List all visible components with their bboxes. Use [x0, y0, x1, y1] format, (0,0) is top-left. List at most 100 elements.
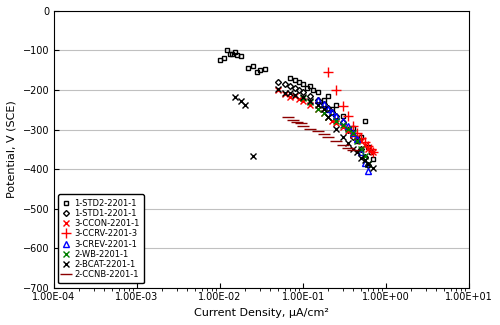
2-CCNB-2201-1 — [314, 129, 320, 133]
3-CCRV-2201-3 — [364, 144, 370, 148]
2-BCAT-2201-1 — [306, 99, 312, 103]
1-STD2-2201-1 — [226, 52, 232, 56]
1-STD1-2201-1 — [350, 136, 356, 139]
2-WB-2201-1 — [306, 100, 312, 104]
1-STD2-2201-1 — [44, 28, 50, 32]
2-CCNB-2201-1 — [290, 118, 296, 122]
1-STD1-2201-1 — [275, 80, 281, 84]
1-STD2-2201-1 — [306, 84, 312, 88]
2-BCAT-2201-1 — [358, 156, 364, 160]
2-CCNB-2201-1 — [340, 143, 345, 147]
2-WB-2201-1 — [322, 111, 328, 115]
3-CCRV-2201-3 — [333, 88, 339, 92]
3-CREV-2201-1 — [354, 137, 360, 141]
1-STD2-2201-1 — [364, 145, 370, 149]
3-CCRV-2201-3 — [370, 150, 376, 154]
3-CCON-2201-1 — [282, 92, 288, 96]
1-STD2-2201-1 — [262, 68, 268, 72]
3-CREV-2201-1 — [358, 150, 364, 154]
3-CREV-2201-1 — [340, 119, 345, 123]
2-BCAT-2201-1 — [292, 93, 298, 97]
3-CCRV-2201-3 — [325, 70, 331, 74]
2-WB-2201-1 — [325, 115, 331, 119]
1-STD1-2201-1 — [333, 114, 339, 118]
1-STD2-2201-1 — [43, 32, 49, 36]
3-CCON-2201-1 — [300, 99, 306, 103]
3-CCON-2201-1 — [362, 143, 368, 147]
2-BCAT-2201-1 — [238, 99, 244, 103]
1-STD2-2201-1 — [304, 86, 310, 90]
2-BCAT-2201-1 — [287, 91, 293, 95]
2-WB-2201-1 — [333, 119, 339, 123]
3-CREV-2201-1 — [322, 102, 328, 106]
3-CCON-2201-1 — [287, 95, 293, 99]
3-CREV-2201-1 — [314, 98, 320, 102]
2-CCNB-2201-1 — [322, 132, 328, 136]
1-STD1-2201-1 — [296, 88, 302, 92]
1-STD1-2201-1 — [32, 90, 38, 94]
3-CCON-2201-1 — [296, 97, 302, 101]
2-BCAT-2201-1 — [370, 166, 376, 170]
3-CREV-2201-1 — [364, 169, 370, 173]
1-STD2-2201-1 — [350, 125, 356, 129]
2-BCAT-2201-1 — [300, 95, 306, 99]
Line: 2-WB-2201-1: 2-WB-2201-1 — [29, 58, 371, 168]
2-WB-2201-1 — [32, 59, 38, 63]
1-STD2-2201-1 — [220, 57, 226, 60]
1-STD2-2201-1 — [358, 135, 364, 138]
Line: 2-BCAT-2201-1: 2-BCAT-2201-1 — [231, 86, 377, 172]
1-STD2-2201-1 — [354, 139, 360, 143]
2-WB-2201-1 — [30, 64, 36, 68]
1-STD2-2201-1 — [254, 70, 260, 74]
1-STD1-2201-1 — [38, 86, 44, 90]
3-CREV-2201-1 — [43, 50, 49, 54]
2-BCAT-2201-1 — [364, 162, 370, 166]
3-CREV-2201-1 — [328, 110, 334, 114]
1-STD1-2201-1 — [328, 110, 334, 114]
2-BCAT-2201-1 — [322, 107, 328, 111]
Line: 3-CCRV-2201-3: 3-CCRV-2201-3 — [323, 67, 378, 157]
1-STD2-2201-1 — [224, 48, 230, 52]
Line: 1-STD1-2201-1: 1-STD1-2201-1 — [30, 80, 370, 167]
2-CCNB-2201-1 — [294, 120, 300, 124]
1-STD2-2201-1 — [292, 78, 298, 82]
1-STD2-2201-1 — [256, 68, 262, 72]
1-STD2-2201-1 — [325, 94, 331, 98]
2-BCAT-2201-1 — [354, 150, 360, 154]
1-STD2-2201-1 — [234, 53, 240, 57]
1-STD2-2201-1 — [40, 33, 46, 37]
3-CCON-2201-1 — [364, 147, 370, 150]
1-STD1-2201-1 — [306, 94, 312, 98]
3-CCON-2201-1 — [322, 111, 328, 115]
1-STD2-2201-1 — [310, 88, 316, 92]
2-CCNB-2201-1 — [300, 124, 306, 127]
1-STD1-2201-1 — [346, 128, 352, 132]
1-STD2-2201-1 — [296, 80, 302, 84]
2-WB-2201-1 — [362, 154, 368, 158]
2-WB-2201-1 — [340, 123, 345, 127]
1-STD2-2201-1 — [287, 76, 293, 80]
2-WB-2201-1 — [34, 62, 40, 66]
3-CCON-2201-1 — [328, 119, 334, 123]
1-STD2-2201-1 — [333, 103, 339, 107]
2-WB-2201-1 — [32, 61, 38, 65]
1-STD2-2201-1 — [340, 114, 345, 118]
2-WB-2201-1 — [350, 132, 356, 136]
2-BCAT-2201-1 — [362, 158, 368, 162]
1-STD1-2201-1 — [322, 102, 328, 106]
3-CREV-2201-1 — [40, 52, 46, 56]
1-STD2-2201-1 — [46, 30, 52, 33]
1-STD2-2201-1 — [238, 55, 244, 58]
1-STD2-2201-1 — [246, 66, 252, 70]
2-WB-2201-1 — [300, 96, 306, 100]
1-STD1-2201-1 — [40, 87, 46, 91]
3-CCON-2201-1 — [358, 139, 364, 143]
Line: 1-STD2-2201-1: 1-STD2-2201-1 — [42, 28, 376, 161]
1-STD1-2201-1 — [314, 98, 320, 102]
X-axis label: Current Density, μA/cm²: Current Density, μA/cm² — [194, 308, 329, 318]
3-CREV-2201-1 — [362, 161, 368, 165]
2-CCNB-2201-1 — [350, 149, 356, 152]
1-STD2-2201-1 — [42, 33, 48, 37]
1-STD1-2201-1 — [292, 86, 298, 90]
1-STD1-2201-1 — [325, 106, 331, 110]
